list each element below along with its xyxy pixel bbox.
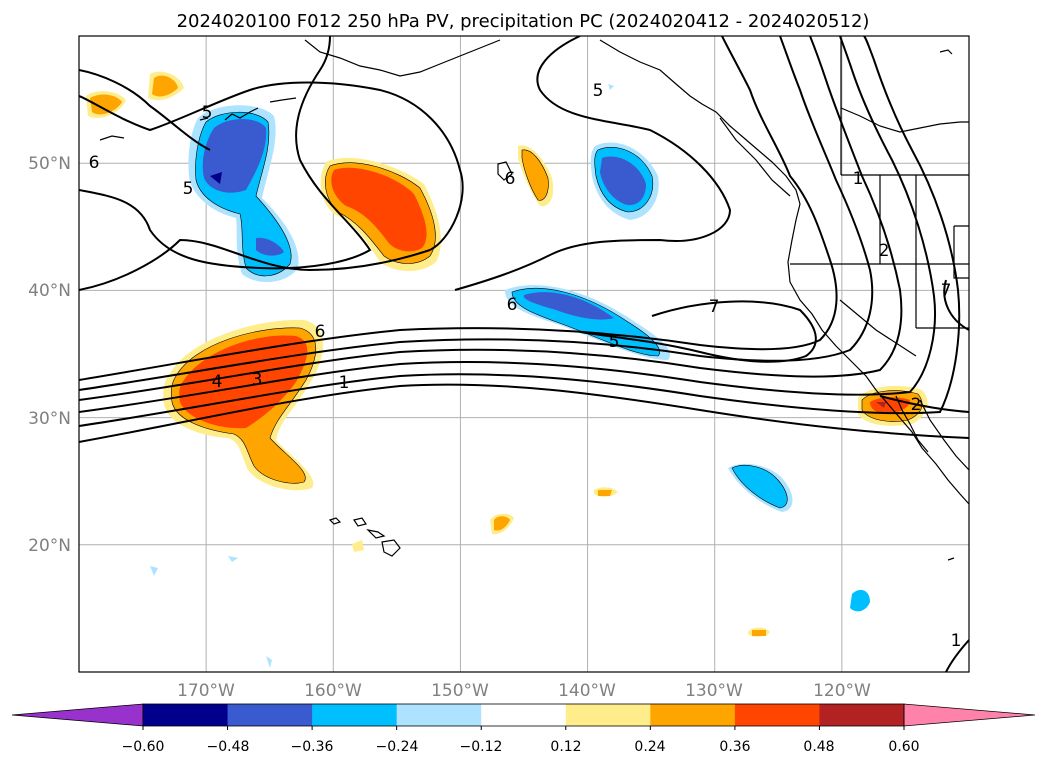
colorbar-tick-label: −0.48 xyxy=(207,739,250,755)
contour-label: 6 xyxy=(505,169,516,189)
contour-label: 2 xyxy=(879,241,890,261)
colorbar-cell xyxy=(734,704,820,726)
colorbar-tick-label: 0.36 xyxy=(719,739,750,755)
colorbar-tick-label: −0.12 xyxy=(460,739,503,755)
contour-label: 5 xyxy=(202,103,213,123)
colorbar-tick-label: −0.60 xyxy=(122,739,165,755)
contour-label: 6 xyxy=(89,153,100,173)
contour-label: 6 xyxy=(315,322,326,342)
colorbar-cell xyxy=(396,704,482,726)
lon-label-160w: 160°W xyxy=(304,681,362,701)
colorbar-tick-label: 0.48 xyxy=(803,739,834,755)
lat-label-30n: 30°N xyxy=(28,409,71,429)
latitude-labels: 50°N 40°N 30°N 20°N xyxy=(28,154,71,556)
colorbar-cell xyxy=(481,704,567,726)
map-panel: 1 3 4 5 5 5 6 6 6 6 7 1 2 2 5 1 7 50° xyxy=(28,35,970,701)
colorbar-cell xyxy=(227,704,313,726)
colorbar-cell xyxy=(565,704,651,726)
longitude-labels: 170°W 160°W 150°W 140°W 130°W 120°W xyxy=(177,681,871,701)
contour-label: 1 xyxy=(951,631,962,651)
contour-label: 5 xyxy=(593,81,604,101)
lon-label-130w: 130°W xyxy=(685,681,743,701)
map-frame xyxy=(78,35,970,673)
colorbar-cell xyxy=(650,704,736,726)
contour-label: 1 xyxy=(853,169,864,189)
contour-label: 7 xyxy=(709,297,720,317)
precipitation-shading xyxy=(86,71,928,668)
contour-label: 5 xyxy=(609,332,620,352)
lat-label-40n: 40°N xyxy=(28,281,71,301)
contour-label: 2 xyxy=(911,395,922,415)
contour-label: 6 xyxy=(507,295,518,315)
colorbar-tick-label: 0.60 xyxy=(888,739,919,755)
contour-label: 7 xyxy=(941,281,952,301)
colorbar-tick-label: 0.24 xyxy=(634,739,665,755)
lon-label-140w: 140°W xyxy=(558,681,616,701)
contour-label: 5 xyxy=(183,179,194,199)
lon-label-150w: 150°W xyxy=(431,681,489,701)
colorbar-extend-high xyxy=(903,703,1036,727)
contour-label: 1 xyxy=(339,373,350,393)
colorbar-tick-label: −0.36 xyxy=(291,739,334,755)
colorbar-ticks xyxy=(142,726,905,730)
colorbar-tick-label: 0.12 xyxy=(550,739,581,755)
contour-label: 4 xyxy=(212,372,223,392)
colorbar-cells xyxy=(11,703,1036,727)
colorbar-cell xyxy=(312,704,398,726)
colorbar-extend-low xyxy=(11,703,144,727)
pv-contours xyxy=(79,36,969,672)
contour-label: 3 xyxy=(252,370,263,390)
colorbar-frame xyxy=(142,703,905,727)
colorbar: −0.60 −0.48 −0.36 −0.24 −0.12 0.12 0.24 … xyxy=(11,703,1036,755)
colorbar-tick-label: −0.24 xyxy=(376,739,419,755)
colorbar-cell xyxy=(819,704,905,726)
lat-label-20n: 20°N xyxy=(28,536,71,556)
figure-title: 2024020100 F012 250 hPa PV, precipitatio… xyxy=(177,11,870,32)
coastlines xyxy=(99,39,969,561)
lat-label-50n: 50°N xyxy=(28,154,71,174)
lon-label-170w: 170°W xyxy=(177,681,235,701)
pv-contour-labels: 1 3 4 5 5 5 6 6 6 6 7 1 2 2 5 1 7 xyxy=(89,81,962,651)
colorbar-cell xyxy=(143,704,229,726)
lon-label-120w: 120°W xyxy=(813,681,871,701)
